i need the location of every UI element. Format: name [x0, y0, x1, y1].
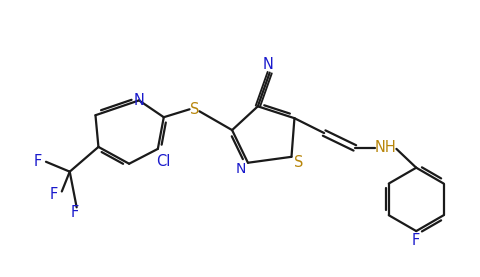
Text: N: N	[262, 57, 273, 72]
Text: F: F	[411, 234, 420, 248]
Text: F: F	[71, 205, 79, 220]
Text: S: S	[190, 102, 199, 117]
Text: F: F	[49, 187, 58, 202]
Text: S: S	[293, 155, 302, 170]
Text: N: N	[235, 162, 246, 176]
Text: F: F	[34, 154, 42, 169]
Text: N: N	[133, 93, 144, 108]
Text: NH: NH	[374, 140, 396, 155]
Text: Cl: Cl	[156, 154, 170, 169]
